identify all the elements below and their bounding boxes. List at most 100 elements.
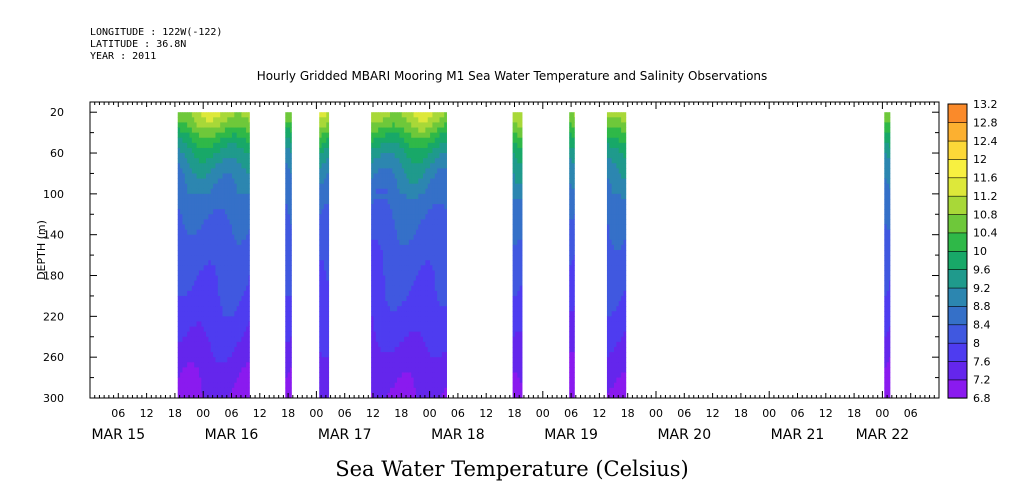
data-cell — [434, 306, 438, 312]
data-cell — [415, 173, 419, 179]
data-cell — [371, 193, 374, 200]
data-cell — [441, 188, 445, 195]
data-cell — [444, 239, 447, 246]
data-cell — [623, 346, 627, 353]
data-cell — [380, 183, 384, 190]
data-cell — [425, 234, 429, 241]
data-cell — [427, 372, 431, 378]
data-cell — [411, 346, 414, 353]
data-cell — [371, 331, 374, 338]
data-cell — [236, 280, 240, 287]
data-cell — [397, 311, 400, 317]
data-cell — [418, 331, 422, 338]
data-cell — [618, 127, 622, 134]
data-cell — [373, 250, 377, 256]
data-cell — [184, 275, 188, 282]
data-cell — [389, 270, 393, 276]
data-cell — [441, 132, 445, 139]
data-cell — [514, 331, 518, 338]
data-cell — [609, 239, 613, 246]
data-cell — [397, 204, 400, 210]
data-cell — [404, 188, 407, 195]
data-cell — [512, 270, 516, 276]
data-cell — [287, 377, 291, 384]
data-cell — [397, 219, 400, 225]
data-cell — [321, 183, 325, 190]
data-cell — [243, 275, 247, 282]
data-cell — [434, 173, 438, 179]
data-cell — [208, 336, 212, 343]
data-cell — [321, 219, 325, 225]
data-cell — [234, 290, 238, 297]
data-cell — [375, 153, 379, 159]
data-cell — [886, 183, 890, 190]
data-cell — [514, 112, 518, 118]
data-cell — [248, 392, 250, 399]
data-cell — [194, 127, 197, 134]
data-cell — [420, 357, 424, 363]
data-cell — [222, 209, 226, 215]
data-cell — [399, 280, 403, 287]
data-cell — [375, 229, 379, 236]
data-cell — [571, 244, 575, 251]
data-cell — [399, 285, 403, 292]
data-cell — [215, 168, 219, 174]
data-cell — [248, 306, 250, 312]
data-cell — [217, 239, 221, 246]
data-cell — [180, 321, 183, 327]
data-cell — [217, 153, 221, 159]
data-cell — [373, 117, 377, 123]
data-cell — [246, 265, 249, 271]
data-cell — [519, 173, 523, 179]
data-cell — [210, 142, 214, 149]
data-cell — [517, 326, 521, 333]
data-cell — [444, 362, 447, 368]
data-cell — [220, 153, 223, 159]
data-cell — [430, 326, 433, 333]
data-cell — [420, 112, 424, 118]
data-cell — [571, 321, 575, 327]
data-cell — [194, 311, 197, 317]
data-cell — [623, 147, 627, 154]
data-cell — [884, 311, 888, 317]
data-cell — [319, 255, 322, 261]
data-cell — [519, 234, 523, 241]
data-cell — [236, 255, 240, 261]
data-cell — [611, 219, 615, 225]
data-cell — [375, 158, 379, 164]
data-cell — [224, 367, 228, 373]
data-cell — [289, 255, 292, 261]
data-cell — [408, 352, 412, 358]
data-cell — [285, 306, 289, 312]
data-cell — [569, 224, 572, 230]
data-cell — [427, 295, 431, 302]
data-cell — [375, 183, 379, 190]
data-cell — [220, 132, 223, 139]
data-cell — [234, 280, 238, 287]
data-cell — [621, 387, 624, 394]
data-cell — [198, 316, 202, 322]
data-cell — [198, 326, 202, 333]
data-cell — [373, 321, 377, 327]
data-cell — [220, 367, 223, 373]
data-cell — [427, 173, 431, 179]
data-cell — [397, 117, 400, 123]
data-cell — [387, 244, 391, 251]
data-cell — [213, 295, 216, 302]
data-cell — [373, 198, 377, 205]
data-cell — [415, 183, 419, 190]
data-cell — [430, 214, 433, 220]
data-cell — [215, 260, 219, 266]
data-cell — [423, 311, 426, 317]
data-cell — [203, 122, 207, 128]
data-cell — [243, 352, 247, 358]
data-cell — [371, 147, 374, 154]
data-cell — [213, 132, 216, 139]
data-cell — [392, 137, 396, 144]
data-cell — [196, 280, 200, 287]
data-cell — [196, 244, 200, 251]
data-cell — [215, 301, 219, 307]
data-cell — [375, 132, 379, 139]
data-cell — [441, 352, 445, 358]
data-cell — [886, 265, 890, 271]
